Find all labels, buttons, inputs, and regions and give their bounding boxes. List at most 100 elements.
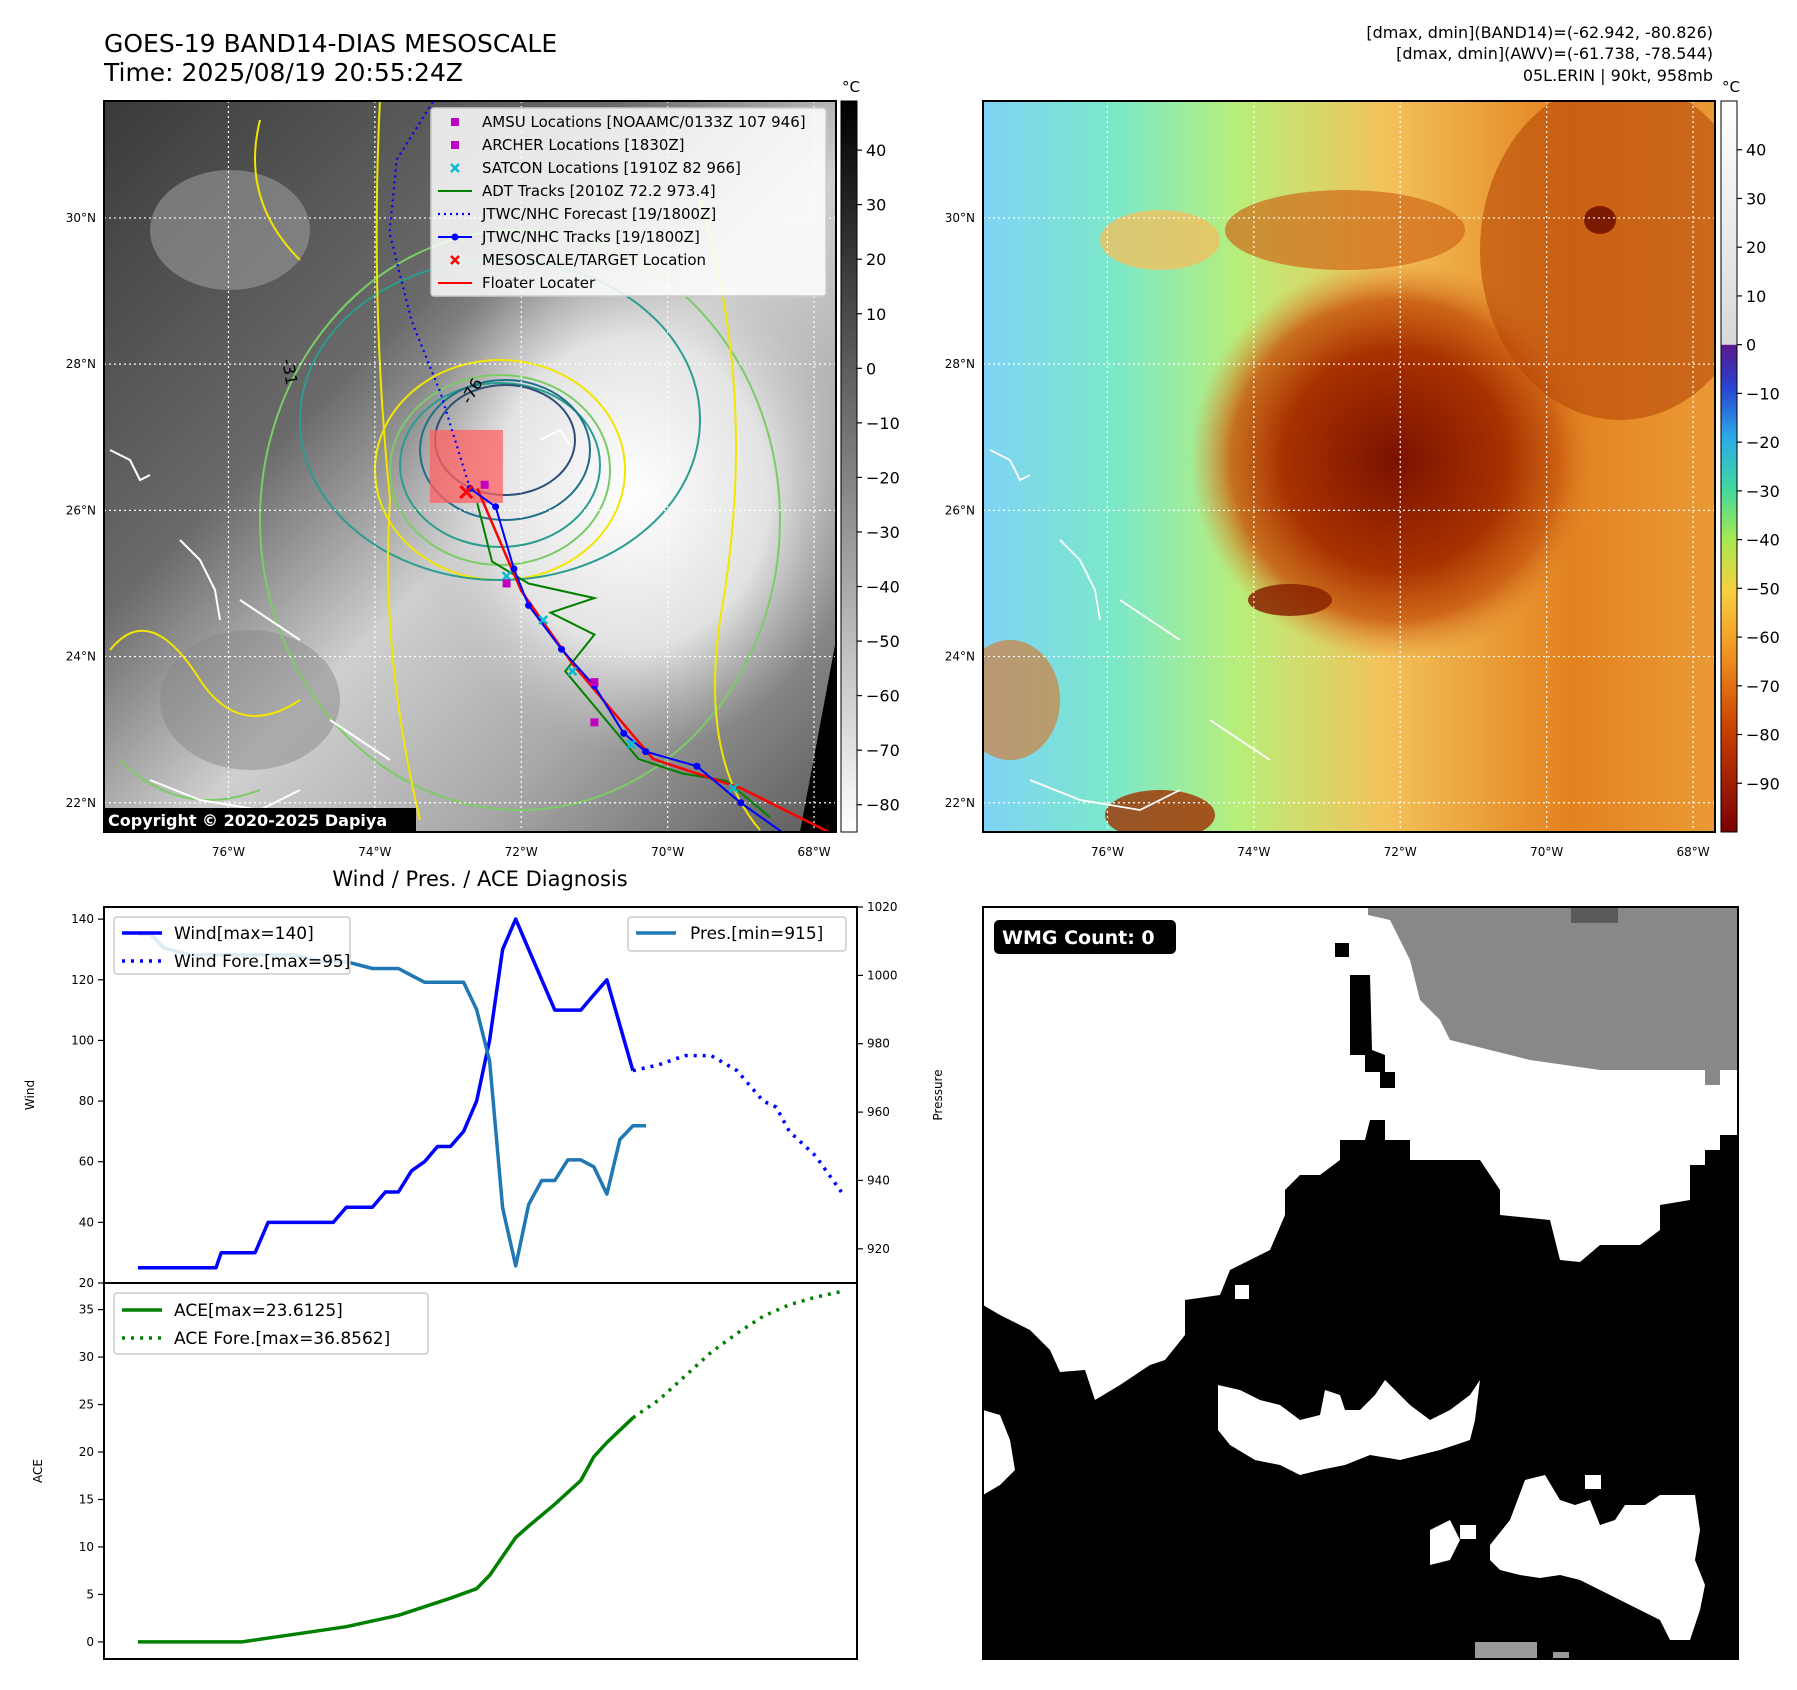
ace-chart: 0 5 10 15 20 25 30 35 ACE[max=23.6125] ACE Fore.[… xyxy=(79,1289,842,1649)
wmg-frame xyxy=(982,906,1739,1660)
wmg-white-region xyxy=(1218,1380,1480,1475)
colorbar-tick-label: 0 xyxy=(1746,336,1756,355)
lat-tick-label: 28°N xyxy=(945,357,975,371)
amsu-point xyxy=(502,579,511,588)
contour-label: -31 xyxy=(278,357,301,386)
wmg-white-cell xyxy=(1585,1475,1601,1489)
pressure-axis-label: Pressure xyxy=(931,1069,945,1120)
wind-tick-label: 120 xyxy=(71,973,94,987)
ir-map-frame xyxy=(103,100,837,833)
awv-dry-region xyxy=(1480,101,1715,420)
legend-label: SATCON Locations [1910Z 82 966] xyxy=(482,159,741,177)
legend-marker-square xyxy=(451,118,459,126)
lon-tick-label: 72°W xyxy=(1384,845,1417,859)
stats-awv: [dmax, dmin](AWV)=(-61.738, -78.544) xyxy=(1396,44,1713,63)
wmg-count-badge xyxy=(994,920,1176,954)
lat-tick-label: 30°N xyxy=(945,211,975,225)
legend-label: ADT Tracks [2010Z 72.2 973.4] xyxy=(482,182,716,200)
wmg-gray-cell xyxy=(1475,1642,1537,1659)
colorbar-tick-label: 40 xyxy=(1746,141,1766,160)
colorbar-tick-label: −80 xyxy=(1746,726,1780,745)
copyright-box xyxy=(104,808,416,832)
lat-tick-label: 24°N xyxy=(945,650,975,664)
wind-fore-legend-label: Wind Fore.[max=95] xyxy=(174,952,350,972)
best-track-point xyxy=(642,748,650,756)
legend-marker-x xyxy=(450,255,460,265)
wmg-black-strip xyxy=(1350,975,1395,1088)
series-line-0 xyxy=(137,917,635,1270)
ir-colorbar-unit: °C xyxy=(842,78,860,96)
adt-track xyxy=(476,502,771,819)
ace-tick-label: 0 xyxy=(86,1635,94,1649)
lon-tick-label: 76°W xyxy=(1091,845,1124,859)
colorbar-tick-label: −60 xyxy=(1746,628,1780,647)
lat-tick-label: 22°N xyxy=(66,796,96,810)
lon-tick-label: 68°W xyxy=(797,845,830,859)
lon-tick-label: 74°W xyxy=(1237,845,1270,859)
diagnosis-title: Wind / Pres. / ACE Diagnosis xyxy=(332,867,627,891)
amsu-point xyxy=(590,678,599,687)
awv-colorbar-unit: °C xyxy=(1722,78,1740,96)
lon-tick-label: 76°W xyxy=(212,845,245,859)
best-track-point xyxy=(737,799,745,807)
colorbar-tick-label: −40 xyxy=(866,578,900,597)
wind-tick-label: 40 xyxy=(79,1215,94,1229)
lon-tick-label: 70°W xyxy=(1530,845,1563,859)
legend-label: Floater Locater xyxy=(482,274,596,292)
lon-tick-label: 68°W xyxy=(1676,845,1709,859)
awv-colorbar-ticks: 40 30 20 10 0 −10 −20 −30 −40 −50 −60 −70 −80 −90 xyxy=(1737,141,1780,793)
wmg-white-region xyxy=(1490,1475,1705,1640)
ace-fore-legend-label: ACE Fore.[max=36.8562] xyxy=(174,1329,390,1349)
wind-tick-label: 60 xyxy=(79,1155,94,1169)
figure-time: Time: 2025/08/19 20:55:24Z xyxy=(103,58,463,87)
ace-tick-label: 5 xyxy=(86,1587,94,1601)
ace-legend-box xyxy=(113,1292,429,1355)
wind-tick-label: 80 xyxy=(79,1094,94,1108)
ir-coastlines xyxy=(109,428,571,812)
ir-colorbar xyxy=(840,100,858,833)
ace-axis-label: ACE xyxy=(31,1459,45,1483)
awv-colorbar xyxy=(1720,100,1738,833)
lat-tick-label: 22°N xyxy=(945,796,975,810)
wmg-panel: WMG Count: 0 xyxy=(982,906,1739,1660)
figure-title: GOES-19 BAND14-DIAS MESOSCALE xyxy=(104,29,557,58)
ir-colorbar-ticks: 40 30 20 10 0 −10 −20 −30 −40 −50 −60 −70 −80 xyxy=(857,141,900,815)
copyright-text: Copyright © 2020-2025 Dapiya xyxy=(108,811,387,830)
colorbar-tick-label: 10 xyxy=(866,305,886,324)
awv-cloud-band xyxy=(1100,210,1220,270)
map-tick-labels: 30°N 28°N 26°N 24°N 22°N 76°W 74°W 72°W 70°W 68°W… xyxy=(66,211,1710,859)
awv-coastlines xyxy=(989,449,1271,811)
wind-axis-label: Wind xyxy=(23,1080,37,1110)
awv-map-frame xyxy=(982,100,1716,833)
pressure-tick-label: 1000 xyxy=(867,968,898,982)
best-track-point xyxy=(492,503,500,511)
map-legend-box xyxy=(430,107,827,297)
best-track-point xyxy=(510,565,518,573)
colorbar-tick-label: −60 xyxy=(866,687,900,706)
lat-tick-label: 26°N xyxy=(66,503,96,517)
floater-track xyxy=(476,487,830,832)
satcon-point xyxy=(626,739,636,750)
ace-legend-label: ACE[max=23.6125] xyxy=(174,1301,343,1321)
colorbar-tick-label: 40 xyxy=(866,141,886,160)
amsu-point xyxy=(480,480,489,489)
ace-series-line-0 xyxy=(137,1416,635,1644)
wind-tick-label: 140 xyxy=(71,912,94,926)
colorbar-tick-label: 10 xyxy=(1746,287,1766,306)
ace-tick-label: 20 xyxy=(79,1445,94,1459)
colorbar-tick-label: −40 xyxy=(1746,531,1780,550)
pressure-tick-label: 1020 xyxy=(867,900,898,914)
satcon-point xyxy=(501,571,512,582)
colorbar-tick-label: 30 xyxy=(1746,189,1766,208)
awv-cell xyxy=(1248,584,1332,616)
wmg-dark-gray-cell xyxy=(1571,907,1618,923)
wmg-white-cell xyxy=(1235,1285,1249,1299)
wind-pressure-chart: 20 40 60 80 100 120 140 920 940 960 980 1000 1020 Win… xyxy=(71,900,897,1290)
ace-tick-label: 10 xyxy=(79,1540,94,1554)
wind-legend-box xyxy=(113,916,351,975)
ir-cloud-patch xyxy=(160,630,340,770)
awv-map-panel xyxy=(983,101,1715,832)
wind-tick-label: 100 xyxy=(71,1033,94,1047)
legend-label: JTWC/NHC Forecast [19/1800Z] xyxy=(481,205,716,223)
colorbar-tick-label: −10 xyxy=(1746,384,1780,403)
